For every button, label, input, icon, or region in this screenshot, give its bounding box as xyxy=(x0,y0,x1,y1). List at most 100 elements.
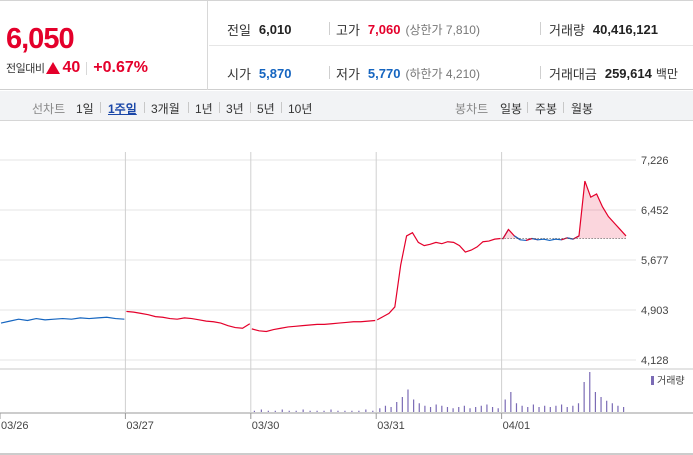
volume-bar xyxy=(606,400,608,412)
divider xyxy=(188,102,189,113)
tab-1y[interactable]: 1년 xyxy=(195,102,213,116)
volume-bar xyxy=(344,410,346,412)
volume-legend-swatch xyxy=(651,376,654,385)
volume-bar xyxy=(267,410,269,412)
price-box: 6,050 전일대비 40 +0.67% xyxy=(0,1,208,90)
volume-bar xyxy=(418,403,420,412)
volume-bar xyxy=(480,405,482,412)
divider xyxy=(281,102,282,113)
volume-bar xyxy=(260,409,262,412)
volume-bar xyxy=(330,409,332,412)
prev-close-stat: 전일 6,010 xyxy=(227,20,291,39)
volume-bar xyxy=(504,399,506,412)
volume-bar xyxy=(572,405,574,412)
series-line-04-01 xyxy=(531,237,568,242)
x-tick-label: 04/01 xyxy=(503,420,531,432)
open-value: 5,870 xyxy=(258,66,292,81)
volume-bar xyxy=(396,402,398,412)
volume-bar xyxy=(555,405,557,412)
series-line-03-26 xyxy=(0,316,125,324)
divider xyxy=(144,102,145,113)
volume-label: 거래량 xyxy=(549,23,585,38)
tab-daily-candle[interactable]: 일봉 xyxy=(500,102,523,116)
chart-axis-labels: 7,226 6,452 5,677 4,903 4,128 03/26 03/27 03/30… xyxy=(1,155,685,432)
volume-bar xyxy=(515,403,518,412)
divider xyxy=(219,102,220,113)
volume-bar xyxy=(486,404,488,412)
volume-legend-label: 거래량 xyxy=(657,375,685,387)
y-tick-label: 7,226 xyxy=(641,155,669,167)
volume-bar xyxy=(560,404,563,412)
volume-bar xyxy=(589,372,591,412)
divider xyxy=(329,66,330,79)
x-tick-label: 03/30 xyxy=(252,420,280,432)
trade-value: 259,614 xyxy=(604,66,652,81)
volume-bar xyxy=(527,407,529,412)
tab-10y[interactable]: 10년 xyxy=(288,102,313,116)
low-value: 5,770 xyxy=(367,66,401,81)
volume-bar xyxy=(458,407,460,412)
volume-bar xyxy=(617,405,619,412)
low-stat: 저가 5,770 (하한가 4,210) xyxy=(336,64,480,83)
volume-bar xyxy=(566,407,568,412)
volume-bar xyxy=(452,408,454,412)
tab-5y[interactable]: 5년 xyxy=(257,102,275,116)
volume-bar xyxy=(583,382,585,412)
above-reference-fill xyxy=(573,181,626,240)
volume-bar xyxy=(521,405,523,412)
high-label: 고가 xyxy=(336,23,360,38)
chart-price-lines xyxy=(0,180,627,333)
volume-bar xyxy=(441,405,443,412)
volume-bar xyxy=(358,410,360,412)
volume-bar xyxy=(407,389,409,412)
lower-limit: (하한가 4,210) xyxy=(405,67,480,81)
volume-bar xyxy=(351,410,353,412)
divider xyxy=(527,102,528,113)
current-price: 6,050 xyxy=(6,23,75,55)
volume-bar xyxy=(491,407,494,412)
divider xyxy=(100,102,101,113)
chart-fill-areas xyxy=(502,181,626,241)
volume-value: 40,416,121 xyxy=(592,22,658,37)
high-value: 7,060 xyxy=(367,22,401,37)
y-tick-label: 4,903 xyxy=(641,305,669,317)
x-tick-label: 03/27 xyxy=(126,420,154,432)
tab-weekly-candle[interactable]: 주봉 xyxy=(535,102,558,116)
tab-3m[interactable]: 3개월 xyxy=(151,102,180,116)
volume-bar xyxy=(600,397,602,412)
high-stat: 고가 7,060 (상한가 7,810) xyxy=(336,20,480,39)
volume-bar xyxy=(532,404,534,412)
divider xyxy=(540,22,541,35)
price-chart[interactable]: 7,226 6,452 5,677 4,903 4,128 03/26 03/27 03/30… xyxy=(0,122,693,455)
volume-bar xyxy=(390,407,392,412)
y-tick-label: 6,452 xyxy=(641,205,669,217)
chart-grid xyxy=(0,152,693,455)
series-line-03-31 xyxy=(376,231,501,321)
series-line-03-27 xyxy=(126,310,251,329)
volume-bar xyxy=(475,407,477,412)
volume-bar xyxy=(323,410,325,412)
low-label: 저가 xyxy=(336,67,360,82)
tab-3y[interactable]: 3년 xyxy=(226,102,244,116)
x-tick-label: 03/31 xyxy=(377,420,405,432)
volume-bar xyxy=(594,392,597,412)
series-line-03-30 xyxy=(251,319,376,333)
open-label: 시가 xyxy=(227,67,251,82)
volume-bar xyxy=(401,397,403,412)
divider xyxy=(329,22,330,35)
prev-close-value: 6,010 xyxy=(258,22,292,37)
y-tick-label: 5,677 xyxy=(641,255,669,267)
volume-bar xyxy=(302,409,304,412)
up-triangle-icon xyxy=(46,62,61,74)
divider xyxy=(209,45,693,46)
tab-monthly-candle[interactable]: 월봉 xyxy=(571,102,594,116)
divider xyxy=(86,61,88,75)
volume-bar xyxy=(288,410,290,412)
trade-value-label: 거래대금 xyxy=(549,67,597,82)
tab-1d[interactable]: 1일 xyxy=(76,102,94,116)
tab-1w[interactable]: 1주일 xyxy=(108,102,137,116)
volume-bar xyxy=(446,407,449,412)
change-value: 40 xyxy=(62,59,81,76)
volume-bar xyxy=(316,410,318,412)
volume-bar xyxy=(253,410,255,412)
